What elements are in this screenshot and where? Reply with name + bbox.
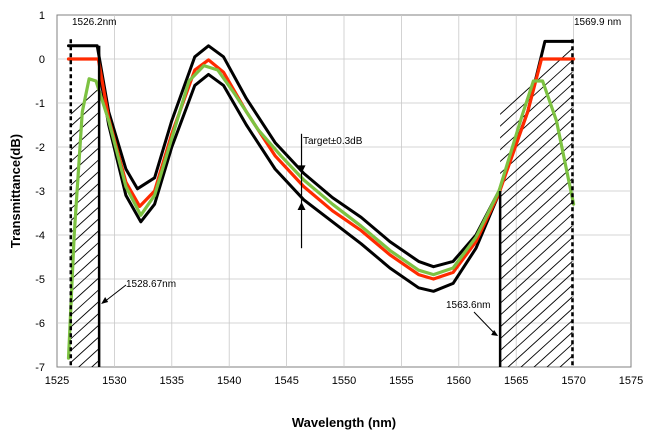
hatch-line bbox=[642, 0, 658, 387]
x-tick-label: 1545 bbox=[274, 375, 298, 387]
x-tick-label: 1575 bbox=[619, 375, 643, 387]
leader-1528-head bbox=[101, 297, 109, 304]
hatch-line bbox=[500, 177, 573, 245]
y-tick-label: -3 bbox=[35, 186, 45, 198]
label-1528: 1528.67nm bbox=[126, 279, 176, 290]
hatch-line bbox=[500, 272, 573, 340]
series-line-lower-bound bbox=[98, 70, 502, 293]
series-line-target bbox=[66, 57, 576, 281]
hatch-line bbox=[500, 47, 573, 115]
annotations: 1526.2nm 1569.9 nm 1528.67nm 1563.6nm Target… bbox=[69, 17, 621, 367]
series-line-measured bbox=[66, 63, 576, 360]
y-tick-label: -1 bbox=[35, 98, 45, 110]
y-tick-label: 0 bbox=[39, 54, 45, 66]
hatch-line bbox=[500, 260, 573, 328]
x-tick-label: 1555 bbox=[389, 375, 413, 387]
target-arrow-up bbox=[297, 202, 306, 210]
x-tick-label: 1570 bbox=[561, 375, 585, 387]
x-tick-label: 1560 bbox=[447, 375, 471, 387]
hatch-line bbox=[70, 312, 100, 340]
y-tick-label: 1 bbox=[39, 10, 45, 22]
y-tick-label: -2 bbox=[35, 142, 45, 154]
target-arrow-down bbox=[297, 165, 306, 174]
hatch-line bbox=[507, 307, 573, 367]
hatch-line bbox=[500, 154, 573, 222]
forbidden-region-hatching bbox=[70, 0, 658, 387]
x-tick-label: 1550 bbox=[332, 375, 356, 387]
x-tick-labels: 1525 1530 1535 1540 1545 1550 1555 1560 1565 1570… bbox=[45, 375, 643, 387]
y-axis-title: Transmittance(dB) bbox=[8, 134, 23, 248]
leader-1563-head bbox=[491, 330, 499, 336]
hatch-line bbox=[70, 182, 100, 210]
y-tick-label: -7 bbox=[35, 362, 45, 374]
x-tick-label: 1535 bbox=[160, 375, 184, 387]
y-tick-label: -4 bbox=[35, 230, 45, 242]
x-tick-label: 1565 bbox=[504, 375, 528, 387]
hatch-line bbox=[500, 166, 573, 234]
x-tick-label: 1540 bbox=[217, 375, 241, 387]
hatch-line bbox=[629, 0, 658, 387]
hatch-line bbox=[500, 296, 573, 364]
leader-1528 bbox=[103, 284, 127, 303]
leader-1563 bbox=[473, 311, 496, 335]
hatch-line bbox=[500, 142, 573, 210]
y-tick-labels: 1 0 -1 -2 -3 -4 -5 -6 -7 bbox=[35, 10, 45, 374]
label-1563: 1563.6nm bbox=[446, 300, 490, 311]
series-layer bbox=[66, 39, 576, 360]
y-tick-label: -6 bbox=[35, 318, 45, 330]
x-tick-label: 1530 bbox=[102, 375, 126, 387]
label-1526: 1526.2nm bbox=[72, 17, 116, 28]
hatch-line bbox=[70, 170, 100, 198]
label-1569: 1569.9 nm bbox=[574, 17, 621, 28]
label-target: Target±0.3dB bbox=[303, 136, 363, 147]
hatch-line bbox=[500, 284, 573, 352]
hatch-region bbox=[70, 87, 100, 367]
hatch-region bbox=[500, 0, 658, 387]
x-tick-label: 1525 bbox=[45, 375, 69, 387]
x-axis-title: Wavelength (nm) bbox=[292, 415, 396, 430]
hatch-line bbox=[70, 300, 100, 328]
hatch-line bbox=[500, 130, 573, 198]
y-tick-label: -5 bbox=[35, 274, 45, 286]
